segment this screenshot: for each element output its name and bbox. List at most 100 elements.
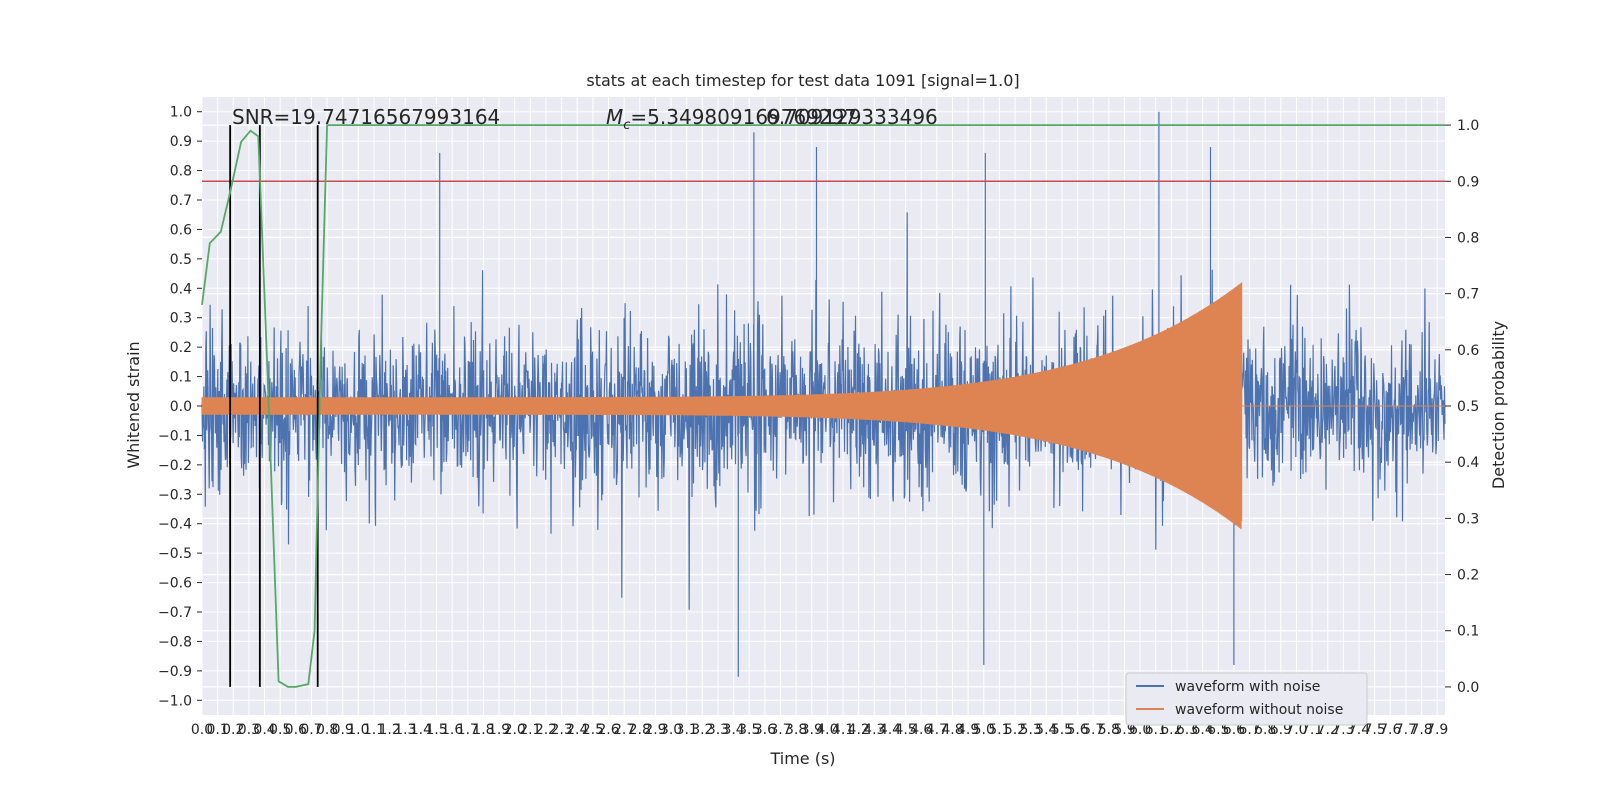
x-tick-label: 6.2: [1160, 722, 1182, 738]
vertical-markers: [229, 125, 319, 687]
x-tick-label: 1.5: [425, 722, 447, 738]
chart-title: stats at each timestep for test data 109…: [586, 71, 1019, 90]
y-tick-label-right: 0.7: [1457, 287, 1479, 303]
line-waveform-without-noise: [201, 282, 1445, 530]
x-tick-label: 3.9: [801, 722, 823, 738]
x-tick-label: 7.0: [1285, 722, 1307, 738]
x-tick-label: 1.2: [378, 722, 400, 738]
legend-label-clean: waveform without noise: [1175, 702, 1343, 718]
x-tick-label: 2.4: [566, 722, 588, 738]
x-tick-label: 1.4: [410, 722, 432, 738]
line-waveform-with-noise: [201, 111, 1446, 677]
legend: waveform with noise waveform without noi…: [1125, 672, 1368, 726]
x-axis-label: Time (s): [769, 749, 835, 768]
ticks: 0.00.10.20.30.40.50.60.70.80.91.01.11.21…: [158, 105, 1479, 738]
x-tick-label: 2.3: [550, 722, 572, 738]
x-tick-label: 1.6: [441, 722, 463, 738]
x-tick-label: 1.3: [394, 722, 416, 738]
x-tick-label: 5.5: [1051, 722, 1073, 738]
x-tick-label: 7.7: [1395, 722, 1417, 738]
x-tick-label: 6.3: [1176, 722, 1198, 738]
y-tick-label-left: −0.3: [158, 487, 192, 503]
x-tick-label: 5.7: [1082, 722, 1104, 738]
x-tick-label: 4.3: [863, 722, 885, 738]
mc-value: =5.349809169769297: [630, 105, 857, 129]
x-tick-label: 3.0: [660, 722, 682, 738]
x-tick-label: 3.5: [738, 722, 760, 738]
y-axis-label-right: Detection probability: [1489, 321, 1508, 489]
x-tick-label: 2.8: [629, 722, 651, 738]
legend-label-noise: waveform with noise: [1175, 679, 1320, 695]
x-tick-label: 2.1: [519, 722, 541, 738]
x-tick-label: 5.8: [1098, 722, 1120, 738]
x-tick-label: 6.1: [1145, 722, 1167, 738]
x-tick-label: 5.4: [1035, 722, 1057, 738]
x-tick-label: 0.9: [332, 722, 354, 738]
x-tick-label: 4.1: [832, 722, 854, 738]
x-tick-label: 7.1: [1301, 722, 1323, 738]
x-tick-label: 5.3: [1020, 722, 1042, 738]
x-tick-label: 3.6: [754, 722, 776, 738]
x-tick-label: 1.0: [347, 722, 369, 738]
y-tick-label-left: −0.1: [158, 428, 192, 444]
x-tick-label: 5.6: [1066, 722, 1088, 738]
y-tick-label-left: 0.4: [170, 281, 192, 297]
x-tick-label: 7.8: [1410, 722, 1432, 738]
x-tick-label: 5.9: [1113, 722, 1135, 738]
x-tick-label: 5.1: [988, 722, 1010, 738]
x-tick-label: 6.0: [1129, 722, 1151, 738]
x-tick-label: 4.7: [926, 722, 948, 738]
x-tick-label: 6.6: [1223, 722, 1245, 738]
x-tick-label: 4.9: [957, 722, 979, 738]
x-tick-label: 5.2: [1004, 722, 1026, 738]
x-tick-label: 4.0: [816, 722, 838, 738]
y-tick-label-left: 0.6: [170, 222, 192, 238]
x-tick-label: 5.0: [973, 722, 995, 738]
y-tick-label-right: 0.1: [1457, 624, 1479, 640]
y-tick-label-right: 0.0: [1457, 680, 1479, 696]
x-tick-label: 0.0: [191, 722, 213, 738]
x-tick-label: 7.9: [1426, 722, 1448, 738]
x-tick-label: 3.2: [691, 722, 713, 738]
y-tick-label-left: −0.5: [158, 546, 192, 562]
x-tick-label: 7.5: [1364, 722, 1386, 738]
x-tick-label: 0.3: [238, 722, 260, 738]
x-tick-label: 2.0: [504, 722, 526, 738]
y-tick-label-right: 0.2: [1457, 568, 1479, 584]
x-tick-label: 1.9: [488, 722, 510, 738]
x-tick-label: 7.4: [1348, 722, 1370, 738]
x-tick-label: 4.8: [941, 722, 963, 738]
series-detection-probability: [201, 124, 1445, 688]
y-tick-label-left: −0.4: [158, 517, 192, 533]
y-tick-label-left: 0.5: [170, 252, 192, 268]
y-tick-label-left: −0.7: [158, 605, 192, 621]
series-waveform-without-noise: [201, 282, 1445, 530]
x-tick-label: 7.3: [1332, 722, 1354, 738]
y-tick-label-left: 1.0: [170, 105, 192, 121]
y-tick-label-right: 0.3: [1457, 511, 1479, 527]
x-tick-label: 1.1: [363, 722, 385, 738]
line-detection-probability: [201, 124, 1445, 688]
y-tick-label-right: 0.4: [1457, 455, 1479, 471]
x-tick-label: 7.6: [1379, 722, 1401, 738]
y-tick-label-left: −0.8: [158, 634, 192, 650]
x-tick-label: 4.4: [879, 722, 901, 738]
y-tick-label-left: 0.8: [170, 164, 192, 180]
mc-symbol: M: [606, 105, 623, 129]
y-tick-label-left: −0.2: [158, 458, 192, 474]
x-tick-label: 2.9: [644, 722, 666, 738]
y-axis-label-left: Whitened strain: [124, 341, 143, 468]
x-tick-label: 3.3: [707, 722, 729, 738]
x-tick-label: 4.2: [848, 722, 870, 738]
y-tick-label-right: 0.9: [1457, 174, 1479, 190]
x-tick-label: 0.6: [285, 722, 307, 738]
x-tick-label: 6.7: [1238, 722, 1260, 738]
x-tick-label: 0.7: [300, 722, 322, 738]
x-tick-label: 3.8: [785, 722, 807, 738]
x-tick-label: 6.5: [1207, 722, 1229, 738]
x-tick-label: 2.7: [613, 722, 635, 738]
legend-box: [1125, 672, 1368, 726]
y-tick-label-left: −1.0: [158, 693, 192, 709]
y-tick-label-left: 0.9: [170, 134, 192, 150]
